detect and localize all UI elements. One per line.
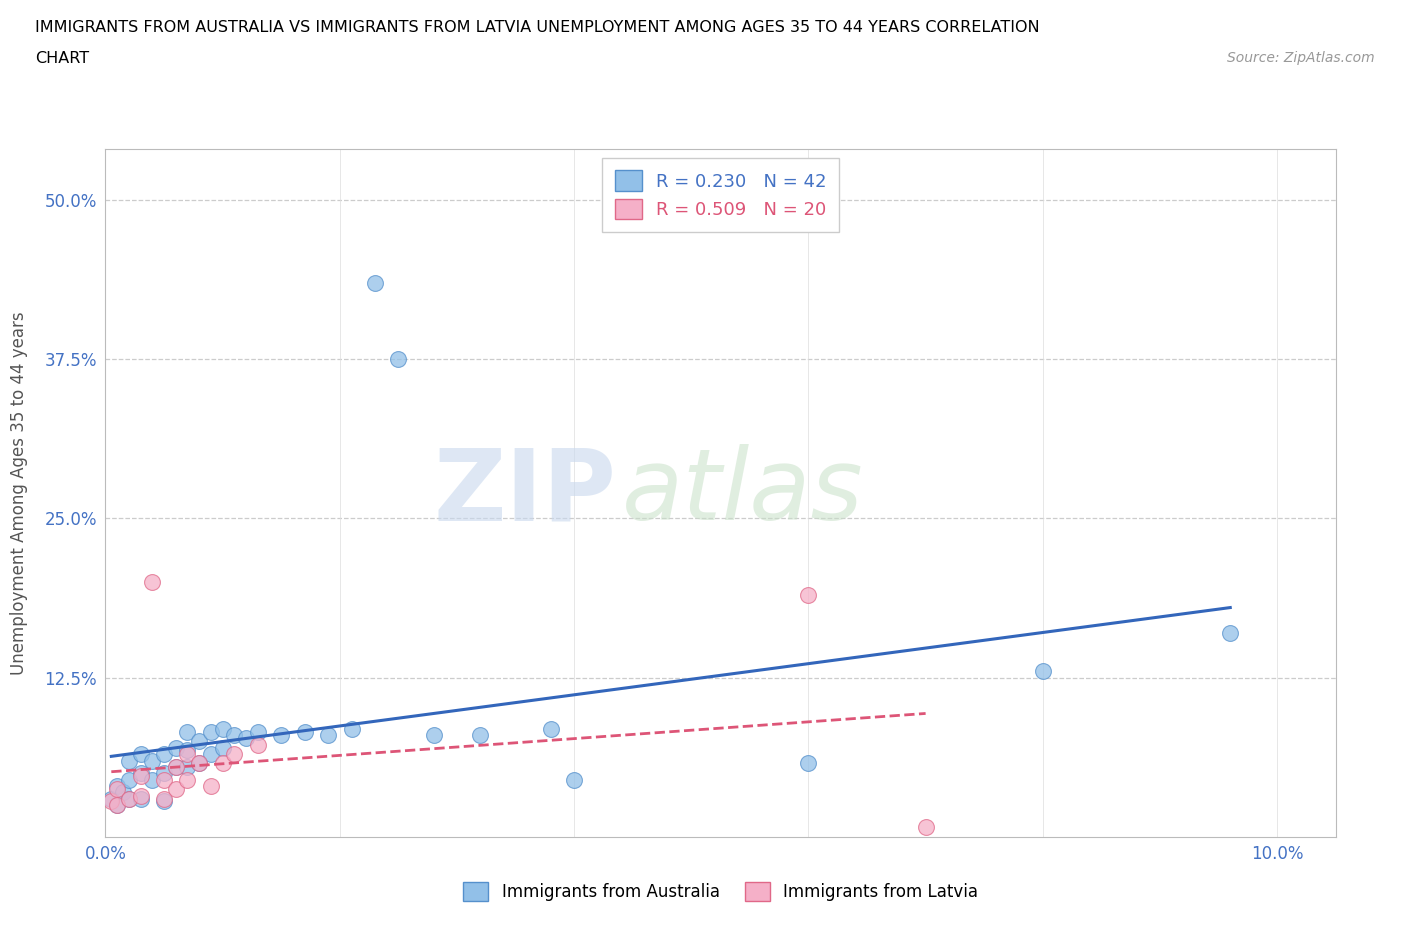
Text: CHART: CHART — [35, 51, 89, 66]
Point — [316, 727, 339, 742]
Point — [470, 727, 492, 742]
Point — [246, 725, 269, 740]
Point — [224, 727, 246, 742]
Point — [112, 785, 135, 800]
Point — [105, 798, 128, 813]
Point — [165, 781, 187, 796]
Point — [914, 819, 936, 834]
Point — [165, 760, 187, 775]
Text: IMMIGRANTS FROM AUSTRALIA VS IMMIGRANTS FROM LATVIA UNEMPLOYMENT AMONG AGES 35 T: IMMIGRANTS FROM AUSTRALIA VS IMMIGRANTS … — [35, 20, 1040, 35]
Point — [422, 727, 444, 742]
Point — [176, 760, 198, 775]
Text: atlas: atlas — [621, 445, 863, 541]
Point — [105, 778, 128, 793]
Point — [176, 747, 198, 762]
Point — [387, 352, 409, 366]
Point — [188, 756, 211, 771]
Point — [100, 794, 122, 809]
Point — [294, 725, 316, 740]
Point — [176, 772, 198, 787]
Point — [105, 798, 128, 813]
Point — [129, 747, 152, 762]
Point — [562, 772, 585, 787]
Point — [176, 725, 198, 740]
Point — [141, 772, 163, 787]
Point — [211, 722, 233, 737]
Point — [141, 753, 163, 768]
Point — [129, 789, 152, 804]
Point — [200, 778, 222, 793]
Point — [129, 768, 152, 783]
Point — [153, 794, 176, 809]
Point — [100, 791, 122, 806]
Point — [364, 275, 387, 290]
Point — [176, 743, 198, 758]
Point — [118, 772, 141, 787]
Point — [188, 734, 211, 749]
Point — [246, 737, 269, 752]
Point — [118, 753, 141, 768]
Point — [118, 791, 141, 806]
Legend: Immigrants from Australia, Immigrants from Latvia: Immigrants from Australia, Immigrants fr… — [457, 875, 984, 908]
Point — [153, 765, 176, 780]
Point — [129, 791, 152, 806]
Y-axis label: Unemployment Among Ages 35 to 44 years: Unemployment Among Ages 35 to 44 years — [10, 312, 28, 674]
Point — [153, 747, 176, 762]
Point — [211, 740, 233, 755]
Point — [129, 765, 152, 780]
Point — [1219, 626, 1241, 641]
Point — [165, 740, 187, 755]
Point — [165, 760, 187, 775]
Point — [797, 756, 820, 771]
Point — [540, 722, 562, 737]
Point — [1032, 664, 1054, 679]
Point — [235, 730, 257, 745]
Point — [105, 781, 128, 796]
Point — [211, 756, 233, 771]
Point — [797, 588, 820, 603]
Point — [153, 791, 176, 806]
Point — [118, 791, 141, 806]
Point — [200, 725, 222, 740]
Point — [141, 575, 163, 590]
Point — [340, 722, 363, 737]
Point — [270, 727, 292, 742]
Point — [188, 756, 211, 771]
Point — [224, 747, 246, 762]
Text: ZIP: ZIP — [433, 445, 616, 541]
Point — [200, 747, 222, 762]
Text: Source: ZipAtlas.com: Source: ZipAtlas.com — [1227, 51, 1375, 65]
Point — [153, 772, 176, 787]
